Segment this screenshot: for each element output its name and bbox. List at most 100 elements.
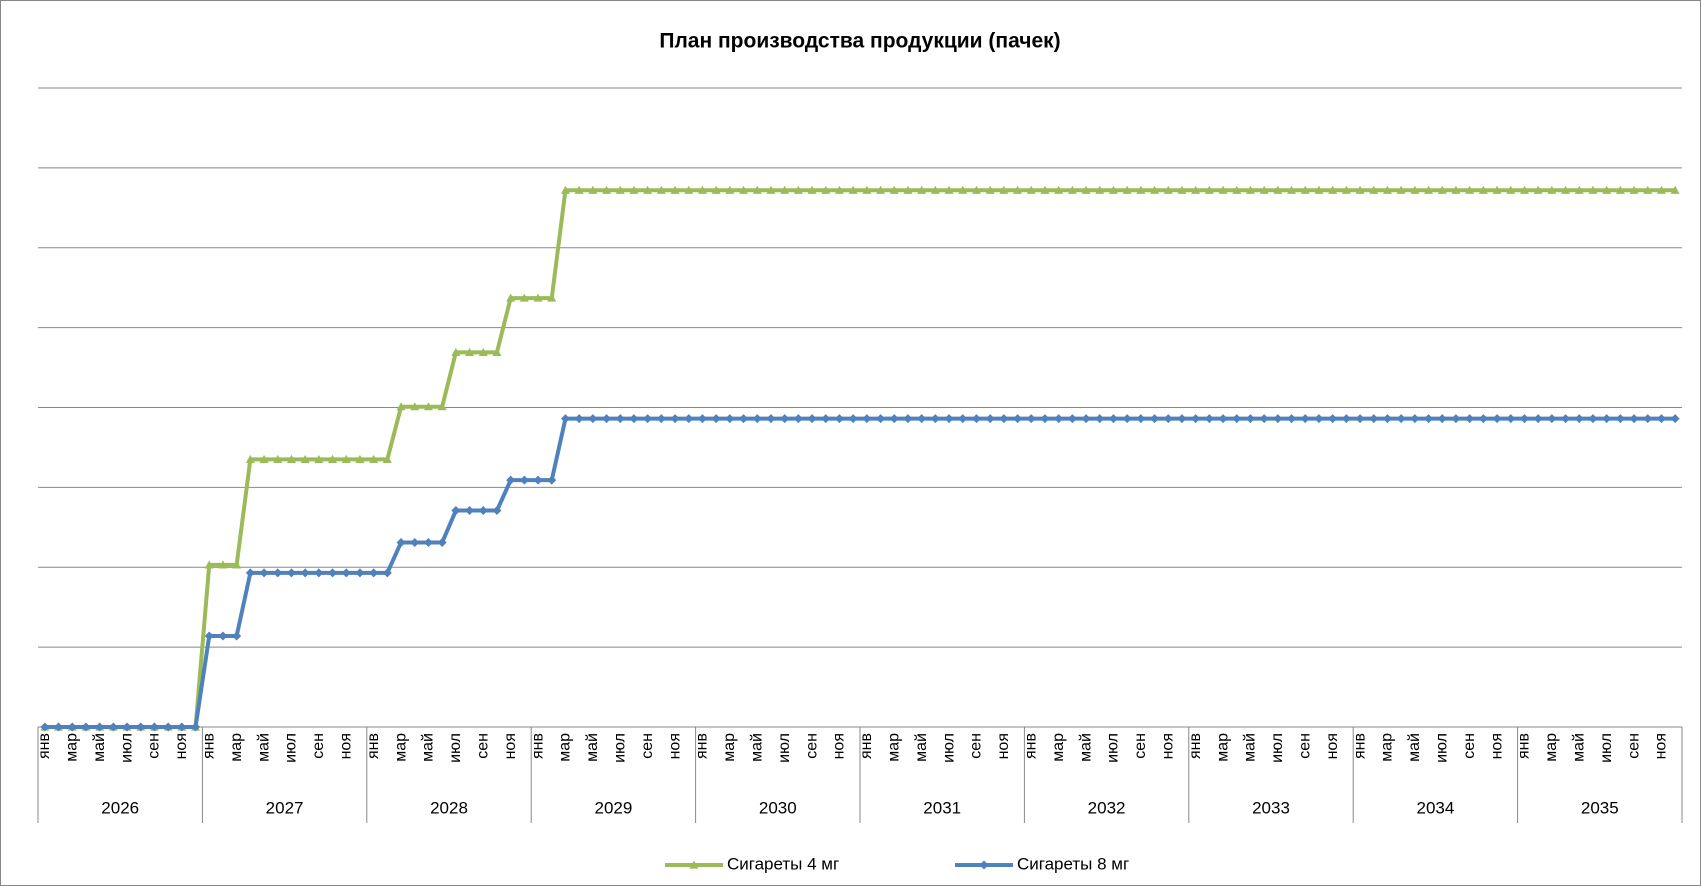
marker — [1218, 414, 1228, 424]
x-tick-label: мар — [228, 733, 245, 762]
marker — [1095, 185, 1105, 194]
x-tick-label: июл — [447, 733, 464, 763]
marker — [821, 185, 831, 194]
x-tick-label: сен — [1625, 733, 1642, 759]
marker — [1437, 414, 1447, 424]
marker — [369, 568, 379, 578]
x-tick-label: мар — [1379, 733, 1396, 762]
marker — [204, 631, 214, 641]
marker — [711, 414, 721, 424]
marker — [1410, 414, 1420, 424]
marker — [780, 414, 790, 424]
marker — [163, 722, 173, 732]
x-tick-label: сен — [639, 733, 656, 759]
marker — [985, 185, 995, 194]
x-tick-label: янв — [1022, 733, 1039, 759]
marker — [1067, 414, 1077, 424]
marker — [506, 475, 516, 485]
x-tick-label: сен — [310, 733, 327, 759]
x-tick-label: ноя — [1324, 733, 1341, 759]
marker — [876, 185, 886, 194]
marker — [1040, 414, 1050, 424]
x-tick-label: июл — [940, 733, 957, 763]
marker — [1547, 414, 1557, 424]
marker — [355, 568, 365, 578]
x-tick-label: ноя — [173, 733, 190, 759]
marker — [793, 414, 803, 424]
marker — [670, 185, 680, 194]
marker — [1067, 185, 1077, 194]
marker — [396, 402, 406, 411]
marker — [149, 722, 159, 732]
marker — [766, 185, 776, 194]
marker — [656, 414, 666, 424]
marker — [1506, 414, 1516, 424]
legend-label: Сигареты 4 мг — [727, 854, 839, 873]
marker — [602, 185, 612, 194]
marker — [889, 414, 899, 424]
marker — [1218, 185, 1228, 194]
marker — [1314, 185, 1324, 194]
marker — [999, 414, 1009, 424]
marker — [1341, 185, 1351, 194]
marker — [177, 722, 187, 732]
marker — [54, 722, 64, 732]
marker — [286, 454, 296, 464]
x-tick-label: май — [1077, 733, 1094, 762]
marker — [533, 293, 543, 302]
marker — [1519, 185, 1529, 194]
x-tick-label: ноя — [337, 733, 354, 759]
marker — [437, 402, 447, 411]
marker — [574, 414, 584, 424]
marker — [1177, 414, 1187, 424]
marker — [1615, 185, 1625, 194]
marker — [547, 293, 557, 302]
marker — [1410, 185, 1420, 194]
year-label: 2034 — [1416, 798, 1454, 817]
marker — [1533, 185, 1543, 194]
marker — [656, 185, 666, 194]
marker — [1382, 185, 1392, 194]
x-tick-label: июл — [1433, 733, 1450, 763]
marker — [1369, 185, 1379, 194]
x-tick-label: янв — [529, 733, 546, 759]
x-tick-label: янв — [694, 733, 711, 759]
marker — [232, 631, 242, 641]
marker — [1163, 185, 1173, 194]
marker — [684, 185, 694, 194]
year-label: 2031 — [923, 798, 961, 817]
x-tick-label: июл — [611, 733, 628, 763]
marker — [862, 185, 872, 194]
marker — [1643, 185, 1653, 194]
marker — [1122, 414, 1132, 424]
marker — [930, 185, 940, 194]
marker — [1341, 414, 1351, 424]
marker — [629, 185, 639, 194]
year-label: 2032 — [1088, 798, 1126, 817]
marker — [410, 537, 420, 547]
x-tick-label: май — [913, 733, 930, 762]
x-tick-label: май — [1406, 733, 1423, 762]
marker — [697, 185, 707, 194]
x-tick-label: мар — [557, 733, 574, 762]
marker — [999, 185, 1009, 194]
marker — [752, 185, 762, 194]
marker — [492, 347, 502, 356]
marker — [1424, 414, 1434, 424]
marker — [643, 414, 653, 424]
marker — [1656, 185, 1666, 194]
marker — [1150, 185, 1160, 194]
marker — [286, 568, 296, 578]
marker — [739, 414, 749, 424]
marker — [1095, 414, 1105, 424]
marker — [314, 568, 324, 578]
x-tick-label: янв — [858, 733, 875, 759]
marker — [1369, 414, 1379, 424]
marker — [328, 568, 338, 578]
marker — [1259, 185, 1269, 194]
marker — [1177, 185, 1187, 194]
marker — [1300, 414, 1310, 424]
marker — [848, 185, 858, 194]
marker — [465, 347, 475, 356]
marker — [1561, 414, 1571, 424]
